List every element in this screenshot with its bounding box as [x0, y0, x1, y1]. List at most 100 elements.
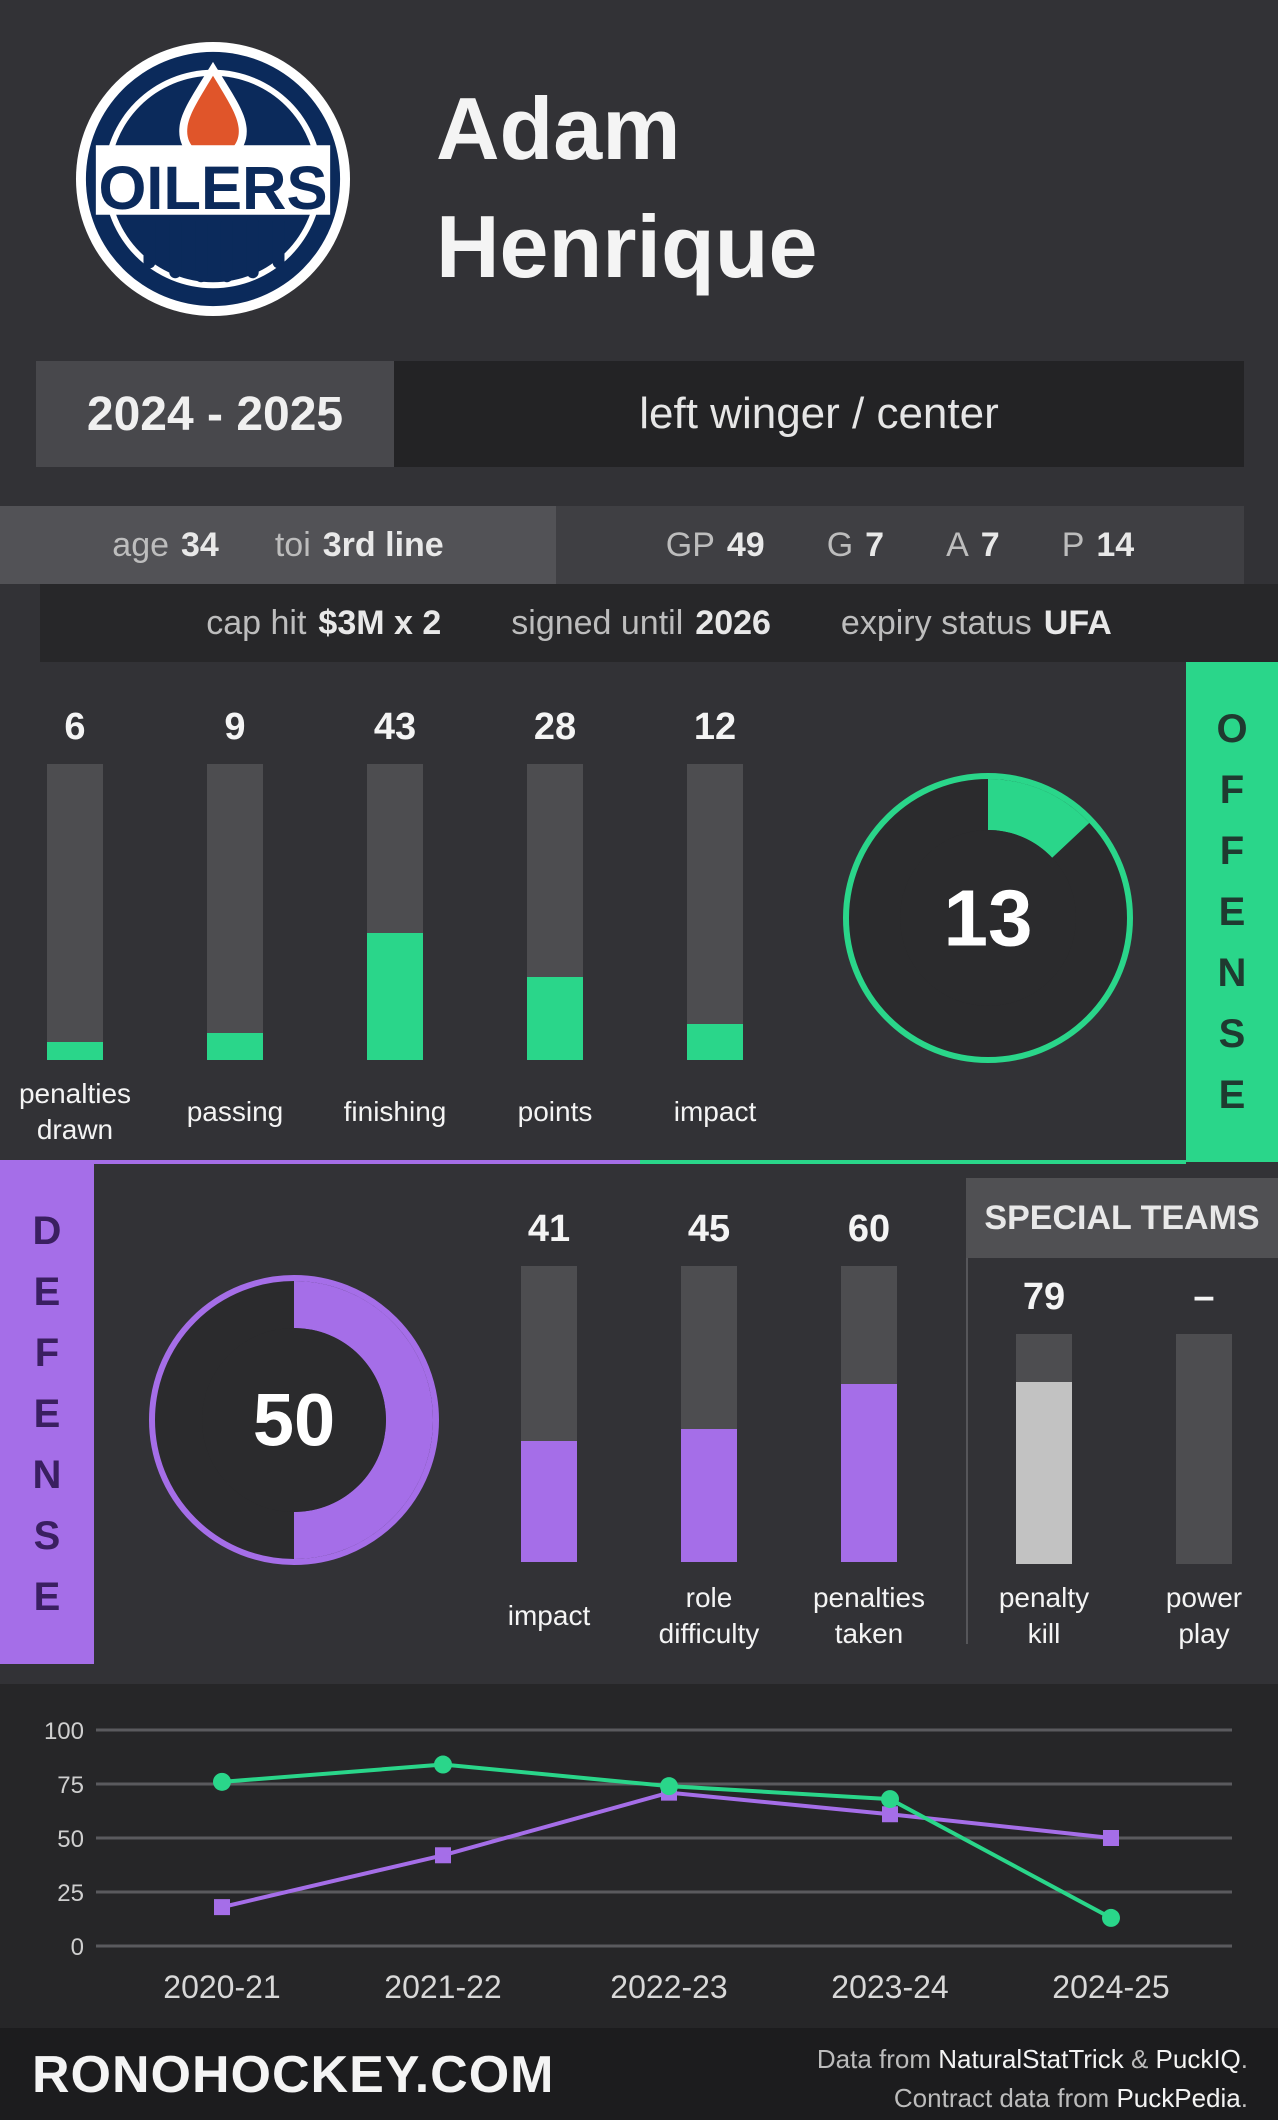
tab-letter: F [1219, 828, 1245, 873]
chart-y-tick: 75 [57, 1772, 84, 1799]
defense-bar-track [841, 1266, 897, 1562]
tab-letter: S [33, 1513, 61, 1558]
offense-bar-label: finishing [305, 1094, 485, 1130]
trend-chart-panel [0, 1684, 1278, 2028]
chart-x-tick: 2020-21 [163, 1969, 280, 2005]
expiry-value: UFA [1043, 603, 1112, 642]
toi-stat: toi 3rd line [275, 526, 444, 565]
chart-point-offense [434, 1755, 452, 1774]
special-teams-bar-label: penalty kill [954, 1580, 1134, 1652]
credit-ampersand: & [1130, 2044, 1149, 2074]
offense-bar-fill [527, 977, 583, 1060]
chart-y-tick: 25 [57, 1880, 84, 1907]
special-teams-bar-1: – power play [1124, 1276, 1278, 1660]
source-puckpedia[interactable]: PuckPedia [1116, 2083, 1241, 2113]
age-value: 34 [181, 525, 219, 564]
contract-row: cap hit $3M x 2 signed until 2026 expiry s… [40, 584, 1278, 662]
offense-bar-2: 43 finishing [315, 706, 475, 1156]
gp-stat: GP 49 [666, 526, 765, 565]
tab-letter: E [33, 1269, 61, 1314]
player-name: Adam Henrique [436, 70, 1156, 306]
offense-bar-3: 28 points [475, 706, 635, 1156]
source-naturalstattrick[interactable]: NaturalStatTrick [938, 2044, 1124, 2074]
signed-until-value: 2026 [695, 603, 771, 642]
offense-bar-value: 12 [693, 706, 737, 748]
offense-bar-fill [687, 1024, 743, 1060]
tab-letter: D [32, 1208, 62, 1253]
offense-bar-fill [207, 1033, 263, 1060]
defense-bar-value: 60 [847, 1208, 891, 1250]
credit-period: . [1240, 2044, 1248, 2074]
expiry-label: expiry status [840, 603, 1032, 642]
special-teams-bar-label: power play [1114, 1580, 1278, 1652]
points-value: 14 [1096, 525, 1135, 564]
tab-letter: N [1217, 950, 1247, 995]
defense-bar-value: 45 [687, 1208, 731, 1250]
defense-bar-label-line: penalties [812, 1582, 926, 1613]
offense-bar-label: points [465, 1094, 645, 1130]
offense-bar-label: penalties drawn [0, 1076, 165, 1148]
source-puckiq[interactable]: PuckIQ [1155, 2044, 1241, 2074]
expiry-status: expiry status UFA [841, 604, 1112, 643]
chart-point-offense [881, 1790, 899, 1809]
brand-link[interactable]: RONOHOCKEY.COM [32, 2046, 555, 2104]
chart-point-defense [1103, 1830, 1119, 1846]
special-teams-bar-label-line: penalty [998, 1582, 1090, 1613]
points-stat: P 14 [1062, 526, 1135, 565]
defense-bar-track [681, 1266, 737, 1562]
special-teams-bar-fill [1016, 1382, 1072, 1564]
tab-letter: F [1219, 767, 1245, 812]
chart-y-tick: 50 [57, 1826, 84, 1853]
position-label: left winger / center [394, 361, 1244, 467]
defense-gauge: 50 [149, 1275, 439, 1565]
special-teams-bar-label-line: power [1165, 1582, 1243, 1613]
cap-hit-label: cap hit [206, 603, 307, 642]
tab-letter: F [34, 1330, 60, 1375]
assists-label: A [946, 525, 969, 564]
offense-bar-track [527, 764, 583, 1060]
tab-letter: E [1218, 1072, 1246, 1117]
chart-point-defense [882, 1806, 898, 1823]
defense-bar-track [521, 1266, 577, 1562]
special-teams-bar-label-line: kill [1027, 1618, 1061, 1649]
logo-wordmark: OILERS [98, 154, 327, 223]
defense-bar-label-line: taken [834, 1618, 904, 1649]
offense-bar-value: 6 [64, 706, 86, 748]
chart-x-tick: 2021-22 [384, 1969, 501, 2005]
defense-bar-0: 41 impact [469, 1208, 629, 1660]
signed-until-label: signed until [511, 603, 684, 642]
chart-series-defense [221, 1790, 1112, 1910]
gp-value: 49 [726, 525, 765, 564]
offense-bar-label-line: finishing [343, 1096, 447, 1127]
special-teams-bar-label-line: play [1178, 1618, 1230, 1649]
cap-hit: cap hit $3M x 2 [206, 604, 441, 643]
defense-bar-1: 45 role difficulty [629, 1208, 789, 1660]
special-teams-bar-value: – [1193, 1276, 1215, 1318]
offense-bar-track [47, 764, 103, 1060]
credit-prefix: Data from [816, 2044, 932, 2074]
age-stat: age 34 [112, 526, 219, 565]
defense-bar-fill [841, 1384, 897, 1562]
chart-x-tick: 2024-25 [1052, 1969, 1169, 2005]
tab-letter: E [33, 1391, 61, 1436]
tab-letter: E [33, 1574, 61, 1619]
defense-gauge-wedge [294, 1281, 433, 1559]
defense-bar-label-line: difficulty [658, 1618, 760, 1649]
gp-label: GP [665, 525, 715, 564]
chart-y-tick: 0 [71, 1934, 84, 1961]
signed-until: signed until 2026 [511, 604, 771, 643]
chart-point-defense [435, 1847, 451, 1864]
offense-gauge-wedge [988, 779, 1090, 858]
chart-x-tick: 2022-23 [610, 1969, 727, 2005]
tab-letter: N [32, 1452, 62, 1497]
data-credits: Data from NaturalStatTrick & PuckIQ. Con… [817, 2040, 1248, 2118]
section-divider-offense [640, 1160, 1186, 1164]
section-divider-defense [0, 1160, 640, 1164]
special-teams-bar-track [1176, 1334, 1232, 1564]
season-label: 2024 - 2025 [36, 361, 394, 467]
offense-bar-value: 9 [224, 706, 246, 748]
